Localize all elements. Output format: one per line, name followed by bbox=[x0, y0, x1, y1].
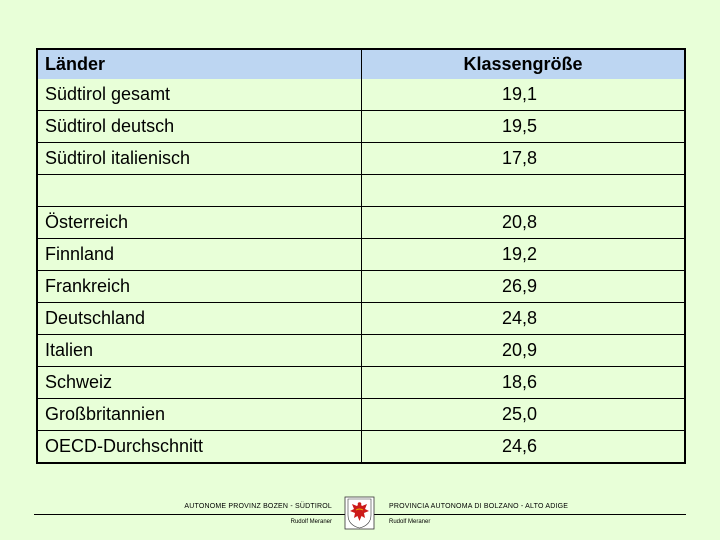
country-cell: Südtirol deutsch bbox=[38, 110, 362, 143]
header-klassengroesse: Klassengröße bbox=[361, 50, 684, 79]
footer-author-right: Rudolf Meraner bbox=[389, 519, 431, 525]
table-header-row: Länder Klassengröße bbox=[38, 50, 684, 79]
table-row: Südtirol gesamt 19,1 bbox=[38, 79, 684, 111]
footer: AUTONOME PROVINZ BOZEN - SÜDTIROL PROVIN… bbox=[0, 492, 720, 540]
value-cell: 20,8 bbox=[361, 206, 684, 239]
value-cell: 19,2 bbox=[361, 238, 684, 271]
footer-author-left: Rudolf Meraner bbox=[290, 519, 332, 525]
table-row: Deutschland 24,8 bbox=[38, 302, 684, 335]
value-cell: 19,1 bbox=[502, 84, 538, 104]
country-cell: Italien bbox=[38, 334, 362, 367]
value-cell: 25,0 bbox=[361, 398, 684, 431]
country-cell: Großbritannien bbox=[38, 398, 362, 431]
table-row: Italien 20,9 bbox=[38, 334, 684, 367]
country-cell: Österreich bbox=[38, 206, 362, 239]
country-cell: Südtirol gesamt bbox=[38, 79, 362, 111]
class-size-table: Länder Klassengröße Südtirol gesamt 19,1 … bbox=[36, 48, 686, 464]
header-laender: Länder bbox=[38, 50, 362, 79]
value-cell bbox=[361, 174, 684, 207]
table-row: Großbritannien 25,0 bbox=[38, 398, 684, 431]
table-row: Südtirol deutsch 19,5 bbox=[38, 110, 684, 143]
value-cell: 26,9 bbox=[361, 270, 684, 303]
value-cell: 18,6 bbox=[361, 366, 684, 399]
value-cell: 24,8 bbox=[361, 302, 684, 335]
footer-title-italian: PROVINCIA AUTONOMA DI BOLZANO - ALTO ADI… bbox=[389, 503, 569, 510]
country-cell: OECD-Durchschnitt bbox=[38, 430, 362, 462]
value-cell: 20,9 bbox=[361, 334, 684, 367]
country-cell bbox=[38, 174, 362, 207]
value-cell: 19,5 bbox=[361, 110, 684, 143]
table-row-empty bbox=[38, 174, 684, 207]
country-cell: Schweiz bbox=[38, 366, 362, 399]
table-row: Finnland 19,2 bbox=[38, 238, 684, 271]
table-row: Südtirol italienisch 17,8 bbox=[38, 142, 684, 175]
table-row: Frankreich 26,9 bbox=[38, 270, 684, 303]
eagle-coat-of-arms-icon bbox=[344, 496, 375, 530]
table-row: OECD-Durchschnitt 24,6 bbox=[38, 430, 684, 462]
table-row: Schweiz 18,6 bbox=[38, 366, 684, 399]
country-cell: Deutschland bbox=[38, 302, 362, 335]
footer-title-german: AUTONOME PROVINZ BOZEN - SÜDTIROL bbox=[184, 503, 332, 510]
table-row: Österreich 20,8 bbox=[38, 206, 684, 239]
country-cell: Finnland bbox=[38, 238, 362, 271]
value-cell: 24,6 bbox=[361, 430, 684, 462]
value-cell: 17,8 bbox=[361, 142, 684, 175]
country-cell: Südtirol italienisch bbox=[38, 142, 362, 175]
country-cell: Frankreich bbox=[38, 270, 362, 303]
